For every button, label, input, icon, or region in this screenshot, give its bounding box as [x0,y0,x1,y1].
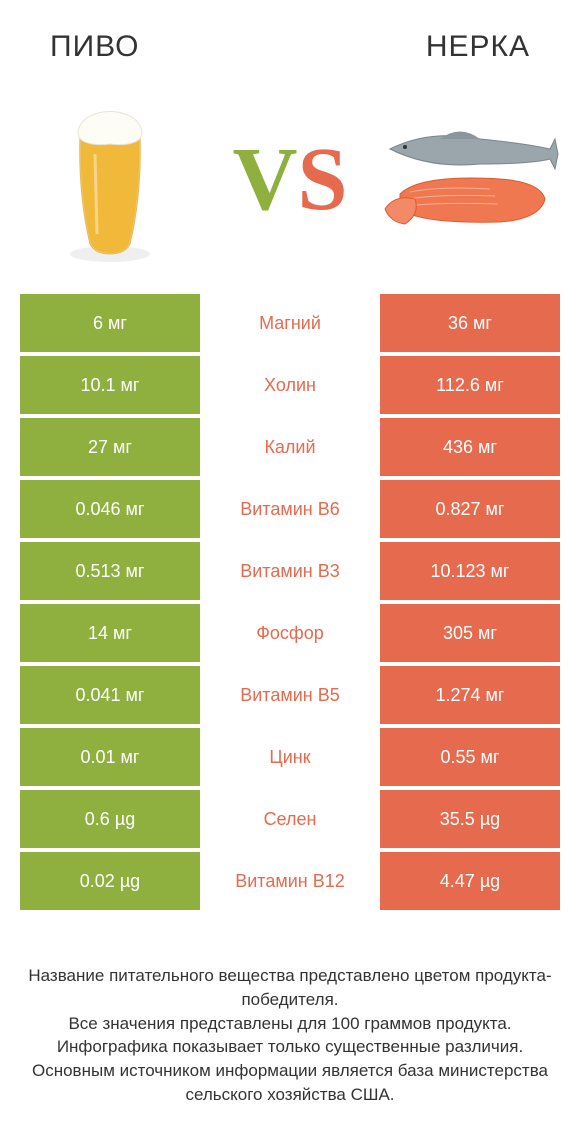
nutrient-name-cell: Витамин B5 [200,666,380,724]
vs-label: VS [232,128,347,231]
images-row: VS [0,74,580,294]
right-value-cell: 35.5 µg [380,790,560,848]
salmon-image [380,94,560,264]
footnote-line: Все значения представлены для 100 граммо… [20,1012,560,1036]
nutrient-name-cell: Витамин B3 [200,542,380,600]
table-row: 14 мгФосфор305 мг [20,604,560,662]
footnote-line: Название питательного вещества представл… [20,964,560,1012]
table-row: 0.02 µgВитамин B124.47 µg [20,852,560,910]
left-value-cell: 0.6 µg [20,790,200,848]
vs-v-letter: V [232,130,297,229]
footnote: Название питательного вещества представл… [0,914,580,1107]
footnote-line: Основным источником информации является … [20,1059,560,1107]
table-row: 0.046 мгВитамин B60.827 мг [20,480,560,538]
right-value-cell: 305 мг [380,604,560,662]
right-value-cell: 4.47 µg [380,852,560,910]
left-value-cell: 0.046 мг [20,480,200,538]
right-value-cell: 0.55 мг [380,728,560,786]
table-row: 6 мгМагний36 мг [20,294,560,352]
beer-image [20,94,200,264]
beer-glass-icon [50,94,170,264]
footnote-line: Инфографика показывает только существенн… [20,1035,560,1059]
nutrient-name-cell: Витамин B12 [200,852,380,910]
right-value-cell: 112.6 мг [380,356,560,414]
left-value-cell: 0.513 мг [20,542,200,600]
right-value-cell: 10.123 мг [380,542,560,600]
nutrient-name-cell: Цинк [200,728,380,786]
nutrient-name-cell: Витамин B6 [200,480,380,538]
right-value-cell: 436 мг [380,418,560,476]
right-value-cell: 0.827 мг [380,480,560,538]
vs-s-letter: S [297,130,347,229]
left-value-cell: 27 мг [20,418,200,476]
left-value-cell: 6 мг [20,294,200,352]
right-product-title: НЕРКА [426,30,530,64]
right-value-cell: 36 мг [380,294,560,352]
left-value-cell: 0.01 мг [20,728,200,786]
left-value-cell: 0.02 µg [20,852,200,910]
table-row: 10.1 мгХолин112.6 мг [20,356,560,414]
comparison-table: 6 мгМагний36 мг10.1 мгХолин112.6 мг27 мг… [0,294,580,910]
left-value-cell: 10.1 мг [20,356,200,414]
table-row: 27 мгКалий436 мг [20,418,560,476]
nutrient-name-cell: Калий [200,418,380,476]
nutrient-name-cell: Фосфор [200,604,380,662]
right-value-cell: 1.274 мг [380,666,560,724]
left-value-cell: 0.041 мг [20,666,200,724]
left-value-cell: 14 мг [20,604,200,662]
left-product-title: ПИВО [50,30,139,64]
nutrient-name-cell: Магний [200,294,380,352]
nutrient-name-cell: Селен [200,790,380,848]
nutrient-name-cell: Холин [200,356,380,414]
table-row: 0.6 µgСелен35.5 µg [20,790,560,848]
table-row: 0.01 мгЦинк0.55 мг [20,728,560,786]
table-row: 0.041 мгВитамин B51.274 мг [20,666,560,724]
table-row: 0.513 мгВитамин B310.123 мг [20,542,560,600]
header-row: ПИВО НЕРКА [0,0,580,74]
salmon-fish-icon [380,114,560,244]
